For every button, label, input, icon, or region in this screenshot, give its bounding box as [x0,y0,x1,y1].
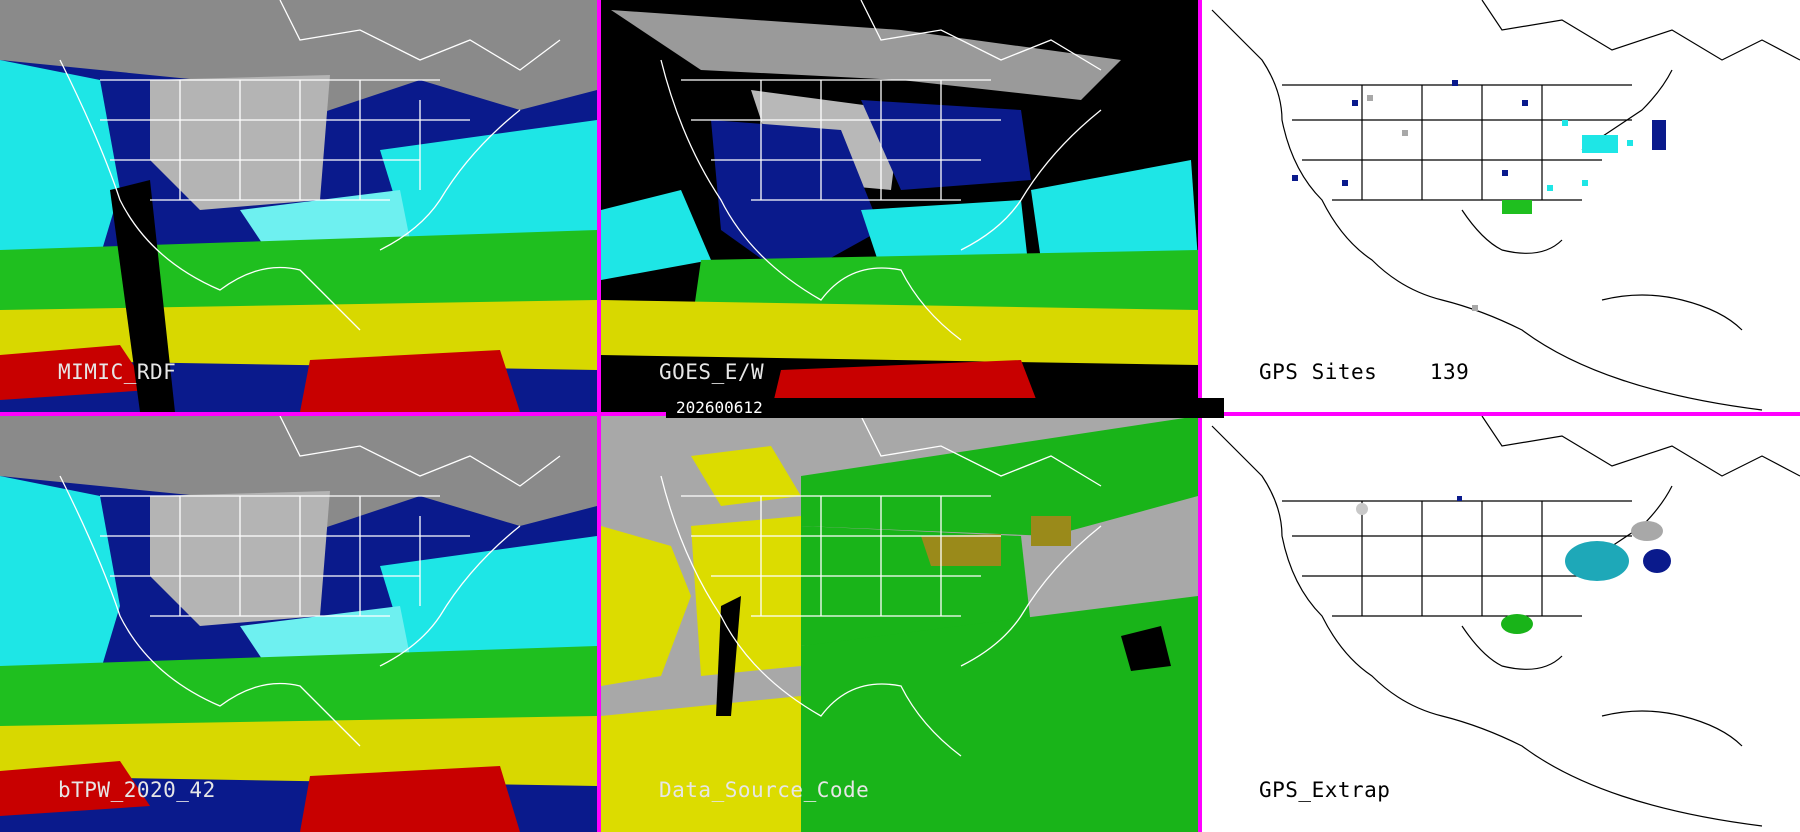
gps-sites-title: GPS Sites [1259,360,1378,384]
panel-gps-sites[interactable]: GPS Sites 139 [1202,0,1800,412]
gps-sites-count: 139 [1429,360,1470,384]
panel-label-gps-sites: GPS Sites 139 [1259,360,1469,384]
panel-data-source-code[interactable]: Data_Source_Code [601,416,1198,832]
state-boundary-lines [59,416,561,747]
panel-label-btpw: bTPW_2020_42 [58,778,216,802]
panel-label-gps-extrap: GPS_Extrap [1259,778,1391,802]
btpw-map [0,416,597,832]
gps-sites-map [1202,0,1800,412]
panel-goes-ew[interactable]: GOES_E/W [601,0,1198,412]
gps-extrap-map [1202,416,1800,832]
panel-label-goes: GOES_E/W [659,360,765,384]
gps-site-markers [1292,80,1666,311]
date-stamp-bar: 202600612 [666,398,1224,418]
panel-label-mimic: MIMIC_RDF [58,360,177,384]
state-boundary-lines [660,416,1102,757]
data-source-map [601,416,1198,832]
panel-label-data-source: Data_Source_Code [659,778,870,802]
goes-tpw-map [601,0,1198,412]
panel-btpw[interactable]: bTPW_2020_42 [0,416,597,832]
panel-gps-extrap[interactable]: GPS_Extrap [1202,416,1800,832]
gps-extrap-regions [1356,496,1671,634]
state-boundary-lines [59,0,561,331]
mimic-tpw-map [0,0,597,412]
panel-mimic-rdf[interactable]: MIMIC_RDF [0,0,597,412]
state-boundary-lines [660,0,1102,341]
